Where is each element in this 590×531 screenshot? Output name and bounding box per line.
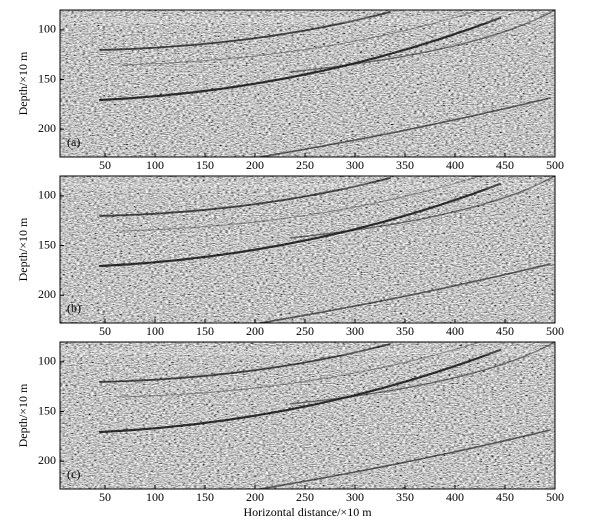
x-tick-label: 450	[496, 158, 514, 172]
frame	[59, 341, 556, 490]
y-tick-label: 100	[38, 354, 56, 368]
panel-label: (a)	[67, 135, 80, 149]
y-axis-label: Depth/×10 m	[16, 51, 30, 115]
x-tick-label: 350	[396, 490, 414, 504]
panel: 50 100 150 200 250 300 350 400 450 500 100 150 200 De…	[16, 341, 564, 519]
noise-bg	[60, 176, 555, 323]
x-tick-label: 400	[446, 324, 464, 338]
x-tick-label: 250	[296, 490, 314, 504]
frame	[59, 9, 556, 158]
x-tick-label: 50	[99, 158, 111, 172]
x-tick-label: 350	[396, 324, 414, 338]
y-tick-label: 200	[38, 287, 56, 301]
x-tick-label: 350	[396, 158, 414, 172]
y-tick-label: 150	[38, 237, 56, 251]
x-tick-label: 200	[246, 158, 264, 172]
y-axis-label: Depth/×10 m	[16, 217, 30, 281]
x-tick-label: 200	[246, 324, 264, 338]
x-tick-label: 300	[346, 158, 364, 172]
x-tick-label: 100	[146, 490, 164, 504]
x-tick-label: 150	[196, 324, 214, 338]
y-tick-label: 150	[38, 71, 56, 85]
y-tick-label: 100	[38, 188, 56, 202]
x-tick-label: 450	[496, 490, 514, 504]
x-tick-label: 300	[346, 490, 364, 504]
x-axis-label: Horizontal distance/×10 m	[243, 505, 372, 519]
x-tick-label: 450	[496, 324, 514, 338]
noise-bg	[60, 10, 555, 157]
y-tick-label: 150	[38, 403, 56, 417]
x-tick-label: 100	[146, 158, 164, 172]
seismic-image	[60, 342, 555, 489]
x-tick-label: 50	[99, 324, 111, 338]
seismic-image	[60, 176, 555, 323]
x-tick-label: 300	[346, 324, 364, 338]
y-tick-label: 200	[38, 121, 56, 135]
x-tick-label: 150	[196, 158, 214, 172]
y-axis-label: Depth/×10 m	[16, 383, 30, 447]
seismic-image	[60, 10, 555, 157]
x-tick-label: 500	[546, 490, 564, 504]
x-tick-label: 400	[446, 490, 464, 504]
panel-label: (c)	[67, 467, 80, 481]
x-tick-label: 250	[296, 158, 314, 172]
x-tick-label: 100	[146, 324, 164, 338]
x-tick-label: 150	[196, 490, 214, 504]
y-tick-label: 100	[38, 22, 56, 36]
x-tick-label: 200	[246, 490, 264, 504]
x-tick-label: 500	[546, 324, 564, 338]
frame	[59, 175, 556, 324]
y-tick-label: 200	[38, 453, 56, 467]
panel: 50 100 150 200 250 300 350 400 450 500 100 150 200 De…	[16, 175, 564, 338]
x-tick-label: 50	[99, 490, 111, 504]
x-tick-label: 250	[296, 324, 314, 338]
panel-label: (b)	[67, 301, 81, 315]
panel: 50 100 150 200 250 300 350 400 450 500 100 150 200 De…	[16, 9, 564, 172]
noise-bg	[60, 342, 555, 489]
x-tick-label: 500	[546, 158, 564, 172]
x-tick-label: 400	[446, 158, 464, 172]
